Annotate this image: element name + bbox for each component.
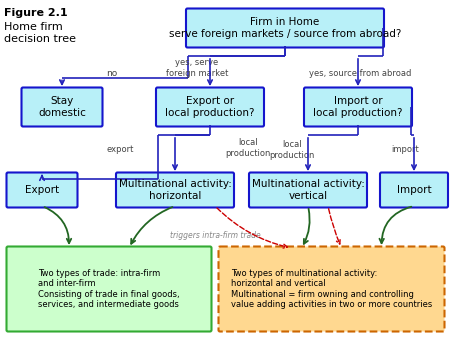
Text: local
production: local production bbox=[269, 140, 315, 160]
FancyBboxPatch shape bbox=[116, 172, 234, 208]
FancyBboxPatch shape bbox=[6, 172, 77, 208]
Text: triggers intra-firm trade: triggers intra-firm trade bbox=[170, 231, 261, 240]
Text: Multinational activity:
vertical: Multinational activity: vertical bbox=[252, 179, 364, 201]
Text: yes, serve
foreign market: yes, serve foreign market bbox=[166, 58, 228, 78]
FancyBboxPatch shape bbox=[22, 88, 103, 126]
FancyBboxPatch shape bbox=[304, 88, 412, 126]
Text: Two types of multinational activity:
horizontal and vertical
Multinational = fir: Two types of multinational activity: hor… bbox=[231, 269, 432, 309]
Text: Multinational activity:
horizontal: Multinational activity: horizontal bbox=[118, 179, 231, 201]
Text: Import or
local production?: Import or local production? bbox=[313, 96, 403, 118]
Text: Home firm
decision tree: Home firm decision tree bbox=[4, 22, 76, 44]
Text: no: no bbox=[106, 69, 117, 77]
Text: Figure 2.1: Figure 2.1 bbox=[4, 8, 68, 18]
Text: Export: Export bbox=[25, 185, 59, 195]
FancyBboxPatch shape bbox=[6, 246, 212, 332]
Text: yes, source from abroad: yes, source from abroad bbox=[309, 69, 411, 77]
Text: local
production: local production bbox=[225, 138, 271, 158]
Text: Export or
local production?: Export or local production? bbox=[165, 96, 255, 118]
FancyBboxPatch shape bbox=[249, 172, 367, 208]
FancyBboxPatch shape bbox=[156, 88, 264, 126]
Text: Firm in Home
serve foreign markets / source from abroad?: Firm in Home serve foreign markets / sou… bbox=[169, 17, 401, 39]
Text: import: import bbox=[391, 145, 419, 154]
Text: Two types of trade: intra-firm
and inter-firm
Consisting of trade in final goods: Two types of trade: intra-firm and inter… bbox=[38, 269, 180, 309]
FancyBboxPatch shape bbox=[219, 246, 445, 332]
Text: Stay
domestic: Stay domestic bbox=[38, 96, 86, 118]
Text: export: export bbox=[106, 145, 134, 154]
FancyBboxPatch shape bbox=[380, 172, 448, 208]
FancyBboxPatch shape bbox=[186, 8, 384, 48]
Text: Import: Import bbox=[397, 185, 431, 195]
